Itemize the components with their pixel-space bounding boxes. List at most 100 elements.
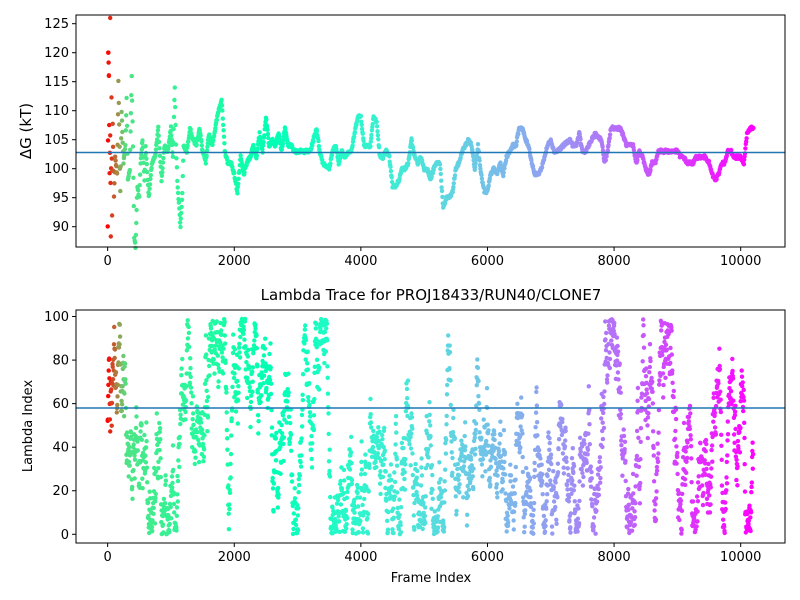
lambda-point bbox=[210, 343, 215, 349]
dg-point bbox=[264, 117, 269, 122]
lambda-point bbox=[309, 447, 314, 452]
lambda-point bbox=[345, 489, 350, 495]
lambda-point bbox=[300, 372, 306, 377]
lambda-point bbox=[547, 440, 552, 446]
dg-point bbox=[458, 155, 463, 160]
lambda-point bbox=[599, 416, 604, 421]
lambda-point bbox=[632, 515, 638, 520]
lambda-point bbox=[336, 514, 341, 519]
dg-point bbox=[213, 126, 218, 131]
lambda-point bbox=[717, 346, 722, 351]
lambda-panel: Lambda Trace for PROJ18433/RUN40/CLONE7 … bbox=[21, 286, 786, 586]
lambda-point bbox=[350, 530, 355, 536]
lambda-point bbox=[269, 425, 275, 430]
lambda-point bbox=[436, 480, 442, 485]
lambda-point bbox=[128, 430, 134, 435]
lambda-point bbox=[519, 395, 524, 400]
lambda-point bbox=[124, 430, 130, 435]
lambda-point bbox=[561, 465, 566, 470]
lambda-point bbox=[617, 385, 623, 390]
lambda-point bbox=[418, 517, 423, 523]
lambda-point bbox=[292, 486, 297, 491]
lambda-point bbox=[601, 410, 606, 416]
lambda-point bbox=[412, 500, 417, 506]
lambda-point bbox=[170, 480, 175, 486]
lambda-point bbox=[193, 455, 198, 460]
lambda-point bbox=[559, 402, 564, 408]
lambda-point bbox=[178, 412, 183, 417]
lambda-point bbox=[626, 502, 631, 507]
lambda-point bbox=[461, 464, 467, 469]
dg-plot-area bbox=[76, 15, 785, 247]
y-tick-label: 100 bbox=[44, 162, 69, 177]
lambda-point bbox=[362, 496, 367, 502]
lambda-point bbox=[511, 518, 516, 523]
dg-point bbox=[219, 97, 224, 103]
dg-point bbox=[607, 135, 612, 141]
lambda-point bbox=[570, 446, 575, 451]
lambda-point bbox=[154, 411, 159, 416]
dg-point bbox=[160, 170, 165, 175]
dg-point bbox=[124, 123, 130, 128]
lambda-point bbox=[275, 505, 280, 510]
lambda-point bbox=[670, 368, 675, 373]
dg-point bbox=[128, 147, 133, 152]
lambda-point bbox=[471, 466, 476, 471]
lambda-point bbox=[132, 476, 137, 481]
x-tick-label: 0 bbox=[104, 254, 112, 269]
lambda-point bbox=[314, 357, 320, 362]
lambda-point bbox=[511, 509, 517, 514]
lambda-point bbox=[633, 501, 638, 506]
lambda-point bbox=[724, 488, 729, 493]
lambda-point bbox=[534, 420, 540, 425]
dg-point bbox=[181, 158, 186, 163]
lambda-point bbox=[464, 523, 470, 528]
dg-point bbox=[214, 117, 220, 123]
lambda-point bbox=[444, 422, 449, 427]
dg-point bbox=[172, 97, 177, 103]
lambda-point bbox=[659, 328, 664, 333]
lambda-point bbox=[632, 509, 637, 514]
lambda-point bbox=[418, 483, 424, 488]
lambda-point bbox=[132, 457, 138, 462]
lambda-point bbox=[628, 520, 634, 525]
x-tick-label: 2000 bbox=[218, 254, 251, 269]
lambda-point bbox=[548, 478, 553, 483]
lambda-point bbox=[622, 439, 628, 444]
lambda-point bbox=[241, 327, 247, 333]
lambda-point bbox=[520, 469, 526, 475]
lambda-point bbox=[189, 401, 194, 406]
lambda-point bbox=[604, 330, 609, 336]
lambda-point bbox=[679, 531, 684, 536]
lambda-point bbox=[106, 382, 111, 388]
lambda-point bbox=[571, 470, 576, 476]
dg-point bbox=[114, 164, 119, 169]
lambda-point bbox=[528, 504, 534, 509]
lambda-point bbox=[467, 472, 472, 477]
dg-point bbox=[111, 194, 117, 199]
lambda-point bbox=[605, 380, 610, 385]
lambda-point bbox=[723, 500, 728, 505]
dg-point bbox=[106, 60, 111, 65]
lambda-point bbox=[237, 355, 243, 360]
dg-point bbox=[501, 170, 506, 175]
x-tick-label: 4000 bbox=[344, 550, 377, 565]
dg-point bbox=[131, 203, 136, 209]
lambda-point bbox=[225, 447, 230, 452]
dg-point bbox=[487, 176, 492, 181]
lambda-point bbox=[615, 343, 620, 349]
lambda-point bbox=[293, 522, 299, 528]
lambda-point bbox=[685, 440, 690, 445]
lambda-point bbox=[733, 426, 738, 432]
lambda-point bbox=[595, 472, 601, 477]
lambda-point bbox=[731, 432, 737, 437]
lambda-point bbox=[186, 330, 192, 336]
lambda-point bbox=[677, 517, 682, 523]
lambda-point bbox=[629, 528, 635, 533]
lambda-point bbox=[461, 467, 466, 473]
lambda-y-ticks: 0 20 40 60 80 100 bbox=[44, 310, 76, 543]
lambda-scatter-points bbox=[105, 316, 756, 537]
lambda-point bbox=[254, 333, 259, 338]
lambda-point bbox=[264, 385, 269, 391]
lambda-point bbox=[605, 373, 610, 378]
